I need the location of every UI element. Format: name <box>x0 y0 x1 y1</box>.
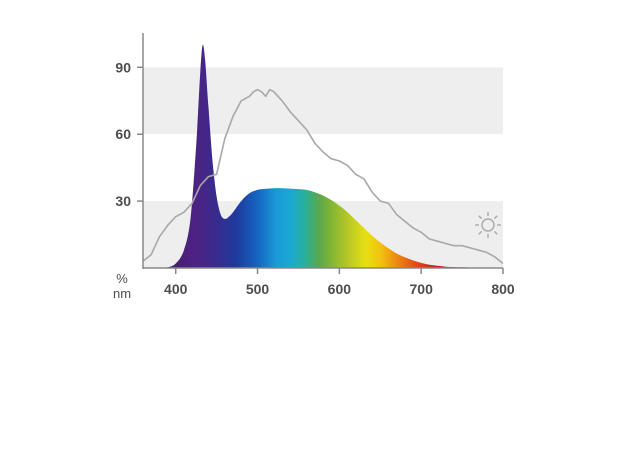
daylight-reference-line <box>142 88 504 265</box>
y-tick-label: 30 <box>115 193 131 209</box>
x-tick-label: 500 <box>246 281 270 297</box>
y-ticks: 30 60 90 <box>115 59 143 209</box>
x-tick-label: 600 <box>328 281 352 297</box>
grid-band-1 <box>143 67 503 135</box>
x-tick-label: 700 <box>410 281 434 297</box>
sun-icon <box>475 212 501 238</box>
y-unit-label: % <box>116 271 128 286</box>
y-tick-label: 60 <box>115 126 131 142</box>
x-unit-label: nm <box>113 286 131 301</box>
x-ticks: 400 500 600 700 800 <box>164 268 515 297</box>
x-tick-label: 800 <box>491 281 515 297</box>
emission-spectrum-area <box>143 44 503 268</box>
y-tick-label: 90 <box>115 59 131 75</box>
x-tick-label: 400 <box>164 281 188 297</box>
